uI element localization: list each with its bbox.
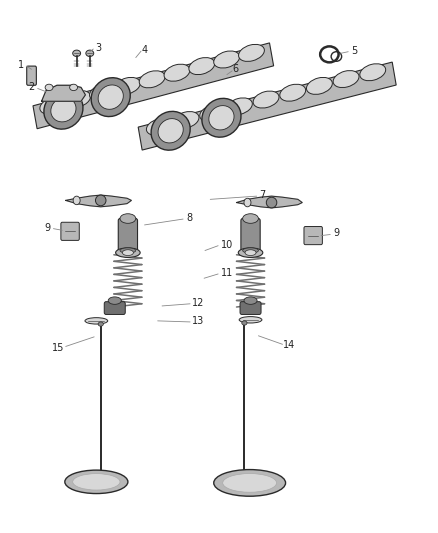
- Polygon shape: [237, 196, 302, 208]
- Text: 9: 9: [333, 229, 339, 238]
- Ellipse shape: [95, 195, 106, 206]
- Ellipse shape: [116, 248, 140, 257]
- Ellipse shape: [70, 84, 78, 91]
- Ellipse shape: [86, 50, 94, 56]
- Ellipse shape: [73, 196, 80, 205]
- Ellipse shape: [243, 248, 258, 253]
- Ellipse shape: [189, 58, 215, 75]
- Ellipse shape: [73, 474, 120, 490]
- Ellipse shape: [85, 318, 108, 324]
- Ellipse shape: [209, 106, 234, 130]
- Polygon shape: [33, 43, 274, 128]
- Ellipse shape: [120, 214, 136, 223]
- Ellipse shape: [239, 44, 265, 61]
- Ellipse shape: [173, 111, 199, 128]
- Polygon shape: [42, 85, 85, 101]
- Ellipse shape: [151, 111, 190, 150]
- Text: 7: 7: [260, 190, 266, 200]
- Ellipse shape: [91, 78, 130, 117]
- Ellipse shape: [202, 99, 241, 137]
- Ellipse shape: [89, 84, 115, 101]
- Ellipse shape: [243, 214, 258, 223]
- FancyBboxPatch shape: [104, 302, 125, 314]
- Text: 4: 4: [141, 45, 148, 55]
- Ellipse shape: [44, 90, 83, 129]
- Ellipse shape: [238, 248, 263, 257]
- Ellipse shape: [108, 297, 121, 304]
- Text: 14: 14: [283, 341, 295, 350]
- Ellipse shape: [214, 470, 286, 496]
- Ellipse shape: [226, 98, 252, 115]
- Ellipse shape: [139, 71, 165, 88]
- Text: 10: 10: [221, 240, 233, 249]
- Text: 6: 6: [233, 64, 239, 74]
- Ellipse shape: [98, 322, 103, 326]
- FancyBboxPatch shape: [61, 222, 79, 240]
- Ellipse shape: [266, 197, 277, 208]
- Ellipse shape: [40, 97, 66, 114]
- Ellipse shape: [114, 77, 140, 94]
- Text: 5: 5: [351, 46, 357, 55]
- Ellipse shape: [146, 118, 172, 135]
- Ellipse shape: [242, 321, 247, 325]
- Ellipse shape: [244, 198, 251, 207]
- FancyBboxPatch shape: [241, 219, 260, 254]
- Ellipse shape: [51, 98, 76, 122]
- Ellipse shape: [244, 297, 257, 304]
- Ellipse shape: [120, 248, 136, 253]
- Ellipse shape: [65, 470, 128, 494]
- Ellipse shape: [239, 317, 262, 323]
- Text: 12: 12: [192, 298, 204, 308]
- Text: 1: 1: [18, 60, 24, 70]
- Ellipse shape: [45, 84, 53, 91]
- Ellipse shape: [65, 91, 91, 108]
- FancyBboxPatch shape: [27, 66, 36, 85]
- Text: 9: 9: [44, 223, 50, 232]
- Text: 11: 11: [221, 268, 233, 278]
- Ellipse shape: [164, 64, 190, 81]
- Polygon shape: [138, 62, 396, 150]
- Ellipse shape: [253, 91, 279, 108]
- Ellipse shape: [200, 104, 226, 122]
- Text: 3: 3: [95, 43, 102, 53]
- Ellipse shape: [245, 250, 256, 255]
- Text: 15: 15: [52, 343, 64, 352]
- Ellipse shape: [214, 51, 240, 68]
- Polygon shape: [66, 195, 131, 207]
- Ellipse shape: [307, 77, 332, 94]
- Ellipse shape: [223, 474, 277, 492]
- Ellipse shape: [333, 70, 359, 87]
- Ellipse shape: [122, 250, 134, 255]
- Text: 8: 8: [186, 213, 192, 223]
- FancyBboxPatch shape: [304, 227, 322, 245]
- Text: 13: 13: [192, 316, 204, 326]
- Ellipse shape: [98, 85, 124, 109]
- FancyBboxPatch shape: [240, 302, 261, 314]
- Ellipse shape: [360, 64, 386, 80]
- Text: 2: 2: [28, 83, 35, 92]
- FancyBboxPatch shape: [118, 219, 138, 254]
- Ellipse shape: [158, 119, 183, 143]
- Ellipse shape: [280, 84, 306, 101]
- Ellipse shape: [73, 50, 81, 56]
